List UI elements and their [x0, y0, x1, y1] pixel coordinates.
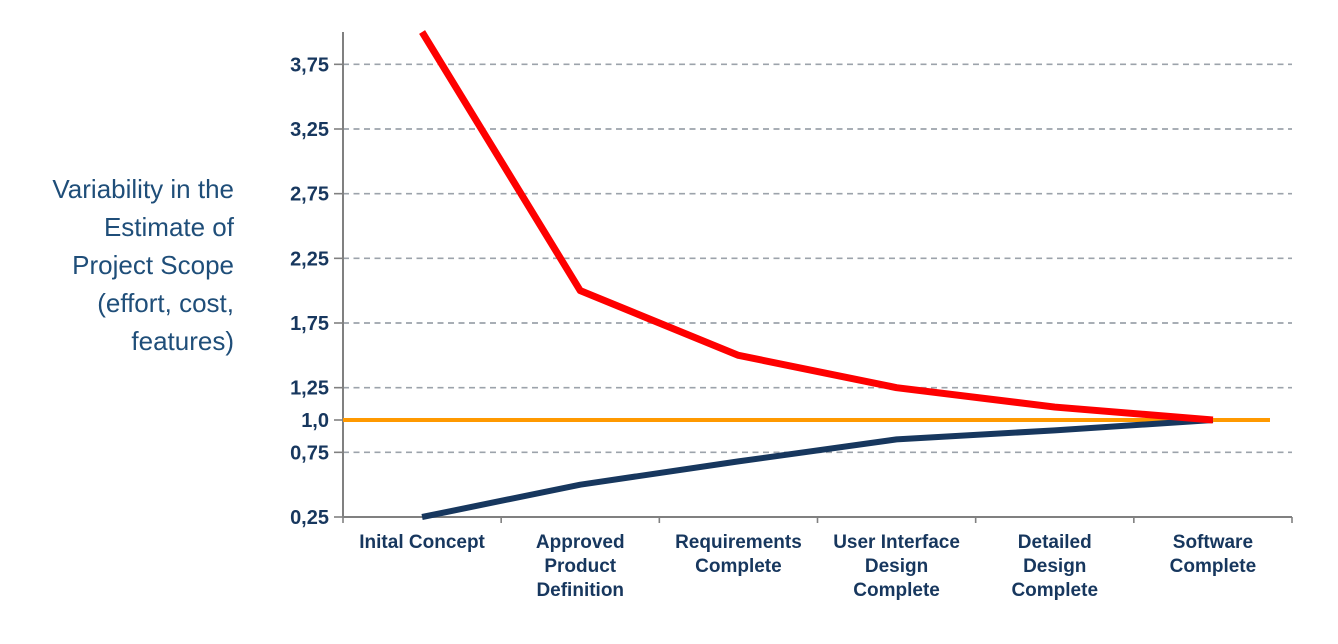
x-category-labels: Inital Concept Approved Product Definition R… — [359, 532, 1256, 601]
y-tick-label: 1,0 — [301, 410, 329, 432]
y-axis-title: Variability in the Estimate of Project S… — [52, 174, 234, 356]
gridlines — [343, 63, 1292, 454]
x-category-label: Software Complete — [1170, 532, 1257, 577]
y-tick-label: 2,25 — [290, 248, 329, 270]
y-tick-label: 0,25 — [290, 507, 329, 529]
y-tick-label: 1,25 — [290, 378, 329, 400]
series-line-lower-bound — [421, 417, 1214, 520]
x-category-label: Inital Concept — [359, 532, 485, 553]
axes: 0,25 0,75 1,0 1,25 1,75 2,25 2,75 3,25 3,75 — [290, 32, 1293, 529]
series-line-upper-bound — [419, 30, 1214, 424]
y-tick-label: 2,75 — [290, 184, 329, 206]
y-tick-label: 3,25 — [290, 119, 329, 141]
x-category-label: User Interface Design Complete — [833, 532, 960, 601]
x-category-label: Detailed Design Complete — [1011, 532, 1098, 601]
y-tick-label: 1,75 — [290, 313, 329, 335]
x-category-label: Requirements Complete — [675, 532, 802, 577]
y-tick-label: 0,75 — [290, 442, 329, 464]
y-tick-label: 3,75 — [290, 54, 329, 76]
x-category-label: Approved Product Definition — [536, 532, 625, 601]
